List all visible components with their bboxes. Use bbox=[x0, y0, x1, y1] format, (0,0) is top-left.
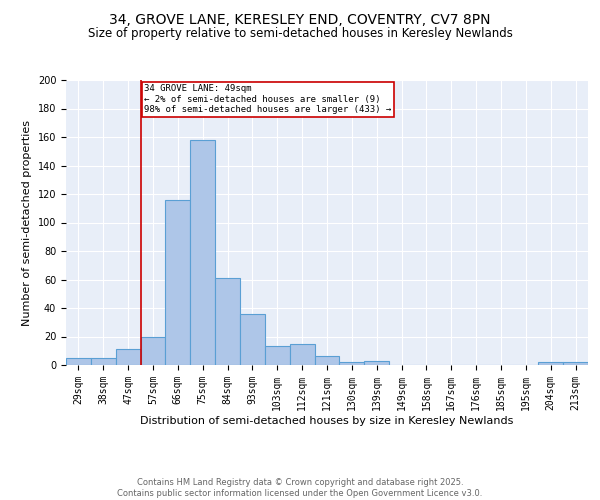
X-axis label: Distribution of semi-detached houses by size in Keresley Newlands: Distribution of semi-detached houses by … bbox=[140, 416, 514, 426]
Bar bbox=[91, 358, 116, 365]
Bar bbox=[140, 336, 166, 365]
Text: 34, GROVE LANE, KERESLEY END, COVENTRY, CV7 8PN: 34, GROVE LANE, KERESLEY END, COVENTRY, … bbox=[109, 12, 491, 26]
Text: 34 GROVE LANE: 49sqm
← 2% of semi-detached houses are smaller (9)
98% of semi-de: 34 GROVE LANE: 49sqm ← 2% of semi-detach… bbox=[145, 84, 392, 114]
Bar bbox=[563, 362, 588, 365]
Bar bbox=[66, 358, 91, 365]
Bar bbox=[265, 346, 290, 365]
Y-axis label: Number of semi-detached properties: Number of semi-detached properties bbox=[22, 120, 32, 326]
Bar bbox=[538, 362, 563, 365]
Bar bbox=[190, 140, 215, 365]
Bar bbox=[340, 362, 364, 365]
Bar bbox=[166, 200, 190, 365]
Bar bbox=[215, 278, 240, 365]
Bar bbox=[314, 356, 340, 365]
Bar bbox=[364, 360, 389, 365]
Text: Size of property relative to semi-detached houses in Keresley Newlands: Size of property relative to semi-detach… bbox=[88, 28, 512, 40]
Text: Contains HM Land Registry data © Crown copyright and database right 2025.
Contai: Contains HM Land Registry data © Crown c… bbox=[118, 478, 482, 498]
Bar bbox=[290, 344, 314, 365]
Bar bbox=[240, 314, 265, 365]
Bar bbox=[116, 350, 140, 365]
